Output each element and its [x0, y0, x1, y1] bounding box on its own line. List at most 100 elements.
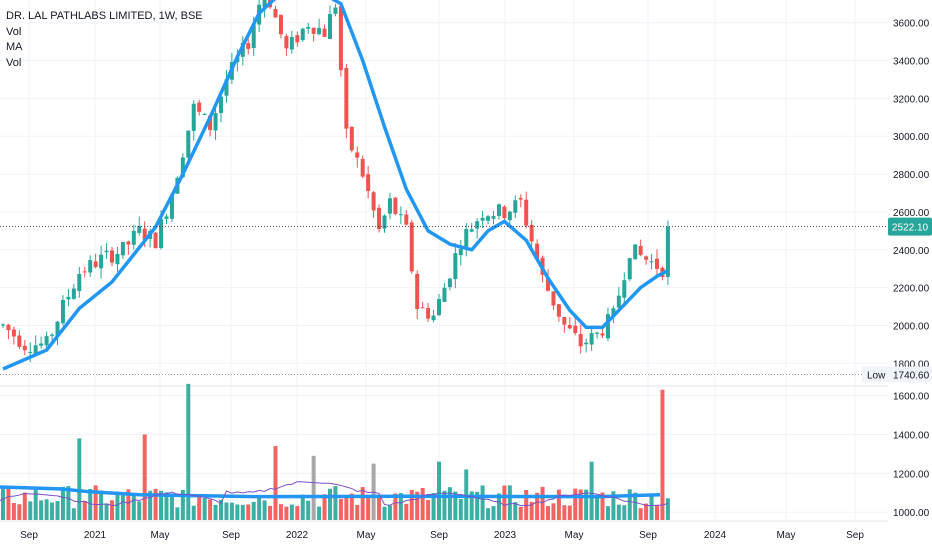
candle-body [77, 273, 82, 292]
volume-bar [153, 488, 158, 520]
indicator-vol-2[interactable]: Vol [6, 56, 22, 69]
candle-body [551, 291, 556, 306]
volume-bar [278, 504, 283, 520]
volume-bar [649, 493, 654, 520]
candle-body [453, 253, 458, 280]
volume-bar [240, 504, 245, 520]
volume-bar [638, 508, 643, 520]
time-tick-label: Sep [20, 530, 38, 541]
candle-body [447, 278, 452, 288]
volume-ma-lines [0, 481, 669, 507]
volume-bar [175, 507, 180, 520]
candle-body [71, 288, 76, 299]
volume-bar [344, 496, 349, 520]
volume-bar [120, 495, 125, 520]
volume-bar [229, 502, 234, 520]
volume-bar [622, 505, 627, 520]
candle-body [600, 333, 605, 336]
time-tick-label: 2023 [494, 530, 517, 541]
candle-body [584, 342, 589, 345]
volume-bar [197, 497, 202, 520]
volume-bar [317, 506, 322, 520]
symbol-title[interactable]: DR. LAL PATHLABS LIMITED, 1W, BSE [6, 10, 203, 22]
volume-bar [556, 489, 561, 520]
candle-body [655, 258, 659, 269]
candle-body [159, 218, 164, 248]
volume-bar [88, 488, 93, 520]
candle-body [219, 96, 223, 113]
candle-body [638, 245, 643, 255]
candle-body [595, 332, 600, 334]
volume-bar [262, 500, 267, 520]
candle-body [535, 243, 540, 260]
candle-body [393, 197, 398, 214]
volume-bar [180, 489, 185, 520]
volume-bar [387, 505, 392, 520]
candle-body [398, 214, 403, 216]
candle-body [251, 24, 256, 48]
price-tick-label: 2200.00 [893, 284, 930, 295]
indicator-vol[interactable]: Vol [6, 25, 22, 38]
volume-bar [246, 504, 251, 520]
candle-body [502, 206, 507, 218]
time-tick-label: Sep [430, 530, 448, 541]
indicator-ma[interactable]: MA [6, 41, 23, 53]
candle-body [273, 9, 278, 18]
volume-bar [409, 489, 414, 520]
candle-body [458, 248, 463, 256]
candle-body [60, 299, 65, 324]
candle-body [622, 280, 627, 298]
volume-bar [355, 504, 360, 520]
candle-body [153, 232, 158, 249]
candle-body [39, 343, 44, 346]
candle-body [420, 307, 425, 309]
volume-bar [633, 492, 638, 520]
volume-bar [486, 508, 491, 520]
candle-body [355, 152, 360, 158]
volume-bar [469, 491, 474, 520]
candle-body [633, 244, 638, 260]
volume-bar [562, 505, 567, 520]
volume-bar [442, 490, 447, 520]
volume-bar [398, 493, 403, 520]
volume-bar [496, 493, 501, 520]
candle-body [93, 261, 98, 268]
candle-body [202, 113, 207, 115]
candle-body [208, 115, 213, 131]
volume-bar [513, 502, 518, 520]
volume-bar [77, 438, 82, 520]
candle-body [578, 334, 583, 347]
volume-bar [82, 500, 87, 520]
volume-bar [502, 485, 507, 520]
ma-path [2, 0, 669, 371]
volume-bar [44, 499, 49, 520]
candle-body [589, 333, 594, 345]
candle-body [213, 113, 218, 131]
candle-body [322, 28, 327, 37]
volume-bar [28, 501, 33, 520]
candle-body [426, 307, 431, 319]
candle-body [142, 228, 147, 240]
volume-bar [284, 506, 289, 520]
candle-body [556, 304, 561, 317]
candle-body [82, 271, 87, 273]
candle-body [246, 43, 251, 49]
candle-body [289, 37, 294, 50]
candle-body [665, 226, 670, 277]
volume-bar [578, 489, 583, 520]
volume-bar [333, 486, 338, 520]
candle-body [507, 211, 512, 221]
volume-bar [60, 486, 65, 520]
volume-bar [142, 434, 147, 520]
volume-bar [235, 504, 240, 520]
chart-legend: DR. LAL PATHLABS LIMITED, 1W, BSE Vol MA… [6, 9, 203, 71]
volume-bar [126, 489, 131, 520]
chart-grid [0, 0, 888, 520]
volume-bar [644, 503, 649, 520]
volume-bar [431, 492, 436, 520]
volume-bar [366, 495, 371, 520]
candle-body [567, 325, 572, 329]
price-tick-label: 1800.00 [893, 359, 930, 370]
volume-bar [289, 504, 294, 520]
